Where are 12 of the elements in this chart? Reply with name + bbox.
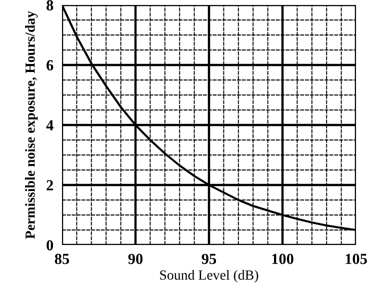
- y-tick-label: 8: [46, 0, 54, 10]
- x-tick-label: 95: [202, 254, 216, 264]
- y-tick-label: 0: [46, 240, 54, 250]
- x-tick-label: 90: [128, 254, 143, 264]
- y-tick-label: 2: [46, 180, 54, 190]
- x-axis-title: Sound Level (dB): [160, 270, 258, 283]
- x-tick-label: 100: [272, 254, 294, 264]
- y-tick-label: 4: [46, 120, 54, 130]
- x-tick-label: 105: [346, 254, 367, 264]
- y-axis-title: Permissible noise exposure, Hours/day: [25, 11, 38, 239]
- y-tick-label: 6: [46, 60, 54, 70]
- x-tick-label: 85: [54, 254, 70, 264]
